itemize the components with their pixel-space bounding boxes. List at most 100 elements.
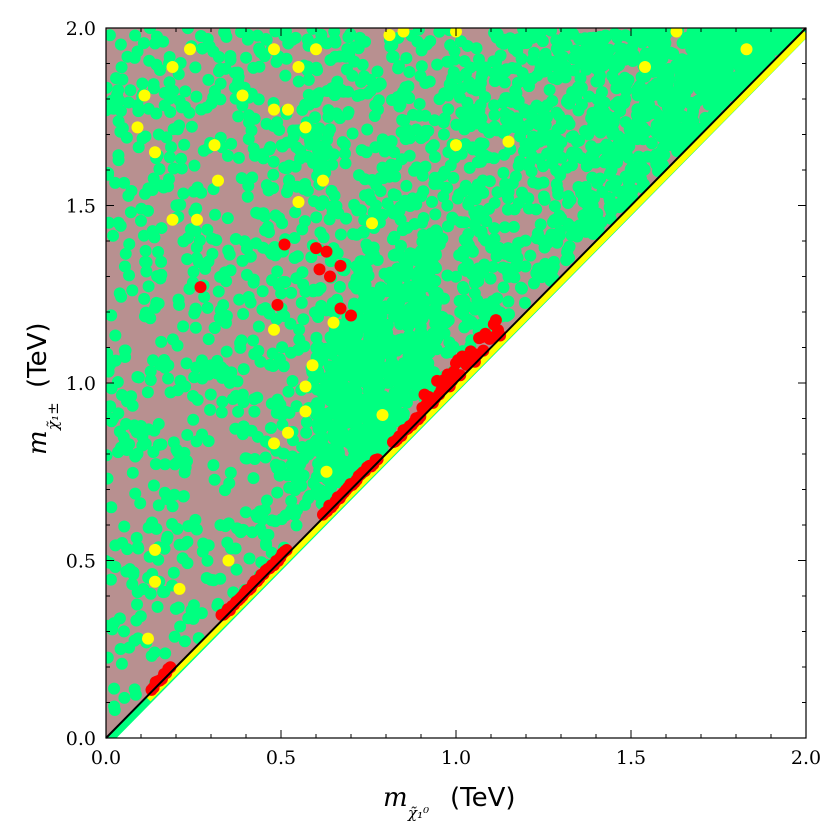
red-band-point: [494, 329, 507, 342]
green-point: [293, 333, 306, 346]
green-point: [617, 133, 630, 146]
green-point: [469, 103, 482, 116]
green-point: [542, 270, 555, 283]
green-point: [147, 82, 160, 95]
x-axis-ticks: 0.0 0.5 1.0 1.5 2.0: [91, 28, 821, 769]
green-point: [421, 338, 434, 351]
green-point: [387, 50, 400, 63]
green-point: [595, 86, 608, 99]
green-point: [262, 226, 275, 239]
green-point: [742, 69, 755, 82]
green-point: [118, 520, 131, 533]
green-point: [256, 148, 269, 161]
green-point: [698, 89, 711, 102]
green-point: [634, 115, 647, 128]
green-point: [365, 439, 378, 452]
green-point: [311, 64, 324, 77]
green-point: [519, 260, 532, 273]
green-point: [323, 213, 336, 226]
green-point: [106, 309, 118, 322]
green-point: [356, 296, 369, 309]
green-point: [586, 190, 599, 203]
green-point: [442, 89, 455, 102]
green-point: [280, 162, 293, 175]
green-point: [285, 494, 298, 507]
green-point: [209, 208, 222, 221]
green-point: [126, 466, 139, 479]
green-point: [302, 88, 315, 101]
green-point: [397, 407, 410, 420]
yellow-point: [149, 146, 161, 159]
green-point: [296, 223, 309, 236]
green-point: [388, 230, 401, 243]
y-axis-label-subscript: χ̃₁±: [44, 402, 62, 431]
green-point: [225, 137, 238, 150]
green-point: [342, 322, 355, 335]
green-point: [359, 449, 372, 462]
green-point: [235, 172, 248, 185]
green-point: [280, 186, 293, 199]
green-point: [360, 264, 373, 277]
green-point: [113, 425, 126, 438]
green-point: [115, 657, 128, 670]
green-point: [326, 343, 339, 356]
green-point: [463, 161, 476, 174]
green-point: [725, 32, 738, 45]
green-point: [527, 176, 540, 189]
green-point: [507, 220, 520, 233]
green-point: [455, 295, 468, 308]
green-point: [579, 124, 592, 137]
green-point: [115, 388, 128, 401]
green-point: [572, 104, 585, 117]
green-point: [115, 61, 128, 74]
green-point: [340, 431, 353, 444]
green-point: [116, 537, 129, 550]
green-point: [458, 55, 471, 68]
red-point: [334, 259, 347, 272]
green-point: [545, 28, 558, 37]
green-point: [147, 172, 160, 185]
green-point: [210, 234, 223, 247]
yellow-point: [670, 28, 683, 38]
yellow-point: [282, 103, 294, 116]
green-point: [411, 35, 424, 48]
yellow-point: [268, 103, 280, 116]
green-point: [412, 28, 425, 36]
green-point: [388, 146, 401, 159]
green-point: [437, 116, 450, 129]
green-point: [308, 195, 321, 208]
green-point: [494, 49, 507, 62]
green-point: [149, 458, 162, 471]
green-point: [159, 458, 172, 471]
green-point: [414, 69, 427, 82]
green-point: [325, 184, 338, 197]
green-point: [188, 159, 201, 172]
green-point: [289, 160, 302, 173]
y-axis-label-symbol: m: [23, 430, 53, 455]
green-point: [248, 452, 261, 465]
green-point: [131, 598, 144, 611]
green-point: [254, 355, 267, 368]
green-point: [108, 700, 121, 713]
green-point: [428, 114, 441, 127]
green-point: [477, 137, 490, 150]
y-axis-label-unit: (TeV): [23, 322, 53, 388]
green-point: [270, 406, 283, 419]
green-point: [488, 222, 501, 235]
green-point: [660, 132, 673, 145]
green-point: [339, 147, 352, 160]
green-point: [468, 303, 481, 316]
green-point: [151, 600, 164, 613]
green-point: [117, 625, 130, 638]
green-point: [350, 272, 363, 285]
green-point: [195, 103, 208, 116]
green-point: [378, 145, 391, 158]
green-point: [396, 371, 409, 384]
red-point: [271, 298, 284, 311]
green-point: [158, 99, 171, 112]
green-point: [528, 138, 541, 151]
green-point: [453, 249, 466, 262]
red-point: [334, 302, 347, 315]
green-point: [333, 280, 346, 293]
green-point: [444, 39, 457, 52]
